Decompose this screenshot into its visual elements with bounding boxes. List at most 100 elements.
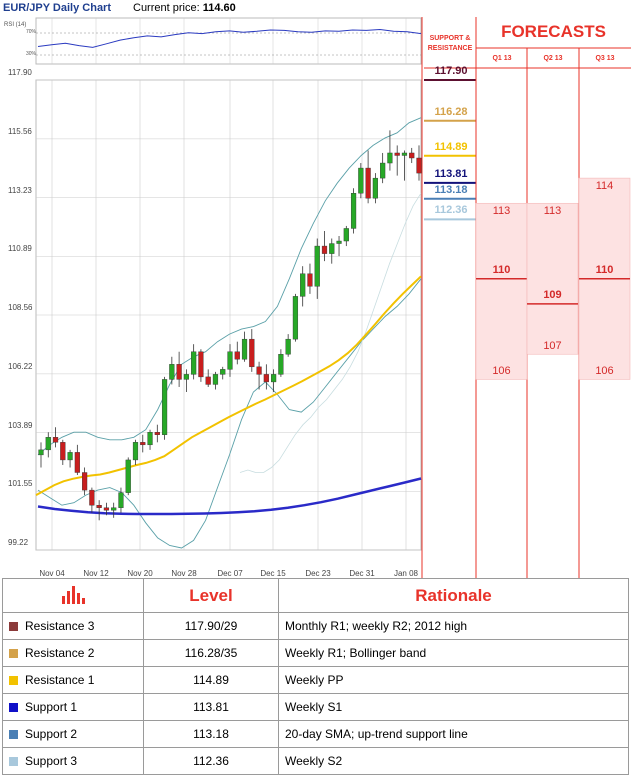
level-name-cell: Support 2 (2, 720, 144, 748)
level-value: 117.90/29 (143, 612, 279, 640)
candle-up (271, 374, 277, 383)
candle-up (241, 338, 248, 360)
forecast-value-low: 106 (492, 365, 511, 378)
forecast-value-high: 113 (543, 205, 562, 218)
x-tick-label: Nov 12 (83, 569, 109, 578)
candle-up (147, 432, 153, 446)
level-rationale: 20-day SMA; up-trend support line (278, 720, 629, 748)
forecast-value-low: 106 (595, 365, 614, 378)
table-row: Support 2 113.18 20-day SMA; up-trend supp… (2, 720, 629, 748)
candle-down (60, 442, 66, 461)
level-name: Support 1 (25, 700, 78, 714)
level-name: Support 2 (25, 727, 78, 741)
level-name-cell: Resistance 2 (2, 639, 144, 667)
support-resistance-title: SUPPORT & RESISTANCE (427, 35, 473, 52)
forecast-value-mid: 110 (595, 263, 614, 276)
bollinger-upper-band (37, 117, 422, 456)
bar-chart-icon (62, 586, 85, 604)
sr-level-label: 112.36 (434, 204, 468, 217)
candle-down (409, 152, 415, 159)
candle-down (205, 376, 211, 385)
sr-level-label: 116.28 (434, 105, 468, 118)
candle-up (161, 379, 168, 435)
x-tick-label: Dec 23 (305, 569, 331, 578)
level-swatch (9, 703, 18, 713)
level-name-cell: Resistance 3 (2, 612, 144, 640)
candle-up (314, 245, 320, 287)
forecast-range (475, 202, 528, 380)
candle-down (256, 366, 262, 375)
level-swatch (9, 757, 18, 767)
forecasts-title: FORECASTS (501, 22, 606, 41)
candle-down (140, 442, 146, 446)
level-name-cell: Support 3 (2, 747, 144, 775)
sr-level-label: 113.81 (434, 167, 468, 180)
forecast-range (526, 202, 579, 355)
level-value: 114.89 (143, 666, 279, 694)
rsi-frame (35, 17, 422, 65)
current-price: Current price: 114.60 (133, 2, 236, 14)
level-rationale: Weekly S1 (278, 693, 629, 721)
table-row: Resistance 3 117.90/29 Monthly R1; weekly … (2, 612, 629, 640)
level-name: Resistance 2 (25, 646, 95, 660)
forecast-value-low: 107 (543, 340, 562, 353)
sr-level-label: 114.89 (434, 140, 468, 153)
level-swatch (9, 622, 18, 632)
candle-up (227, 351, 233, 370)
rsi-label: RSI (14) (4, 22, 27, 28)
y-tick-label: 117.90 (8, 68, 32, 77)
candle-down (89, 489, 95, 506)
level-name-cell: Resistance 1 (2, 666, 144, 694)
candle-up (285, 338, 291, 355)
table-row: Support 1 113.81 Weekly S1 (2, 693, 629, 721)
chart-header: EUR/JPY Daily Chart Current price: 114.6… (0, 0, 422, 16)
table-row: Resistance 2 116.28/35 Weekly R1; Bollinge… (2, 639, 629, 667)
candle-up (278, 354, 284, 375)
levels-table: Level Rationale Resistance 3 117.90/29 Mon… (2, 578, 629, 775)
candle-up (292, 296, 299, 340)
forecast-value-high: 113 (492, 205, 511, 218)
level-rationale: Weekly PP (278, 666, 629, 694)
level-swatch (9, 676, 18, 686)
y-tick-label: 99.22 (8, 538, 29, 547)
rsi-lower-label: 30% (26, 51, 37, 57)
candle-down (416, 157, 422, 174)
levels-table-header: Level Rationale (2, 578, 629, 613)
candle-up (329, 243, 335, 254)
level-name: Resistance 3 (25, 619, 95, 633)
rationale-header: Rationale (278, 578, 629, 613)
candle-up (67, 452, 73, 461)
level-rationale: Monthly R1; weekly R2; 2012 high (278, 612, 629, 640)
rsi-line (37, 28, 422, 48)
x-tick-label: Dec 31 (349, 569, 375, 578)
x-tick-label: Jan 08 (393, 569, 419, 578)
level-value: 112.36 (143, 747, 279, 775)
forecast-q2-label: Q2 13 (543, 55, 563, 62)
forecast-value-mid: 109 (543, 288, 562, 301)
y-tick-label: 110.89 (8, 244, 32, 254)
candle-up (169, 364, 175, 380)
rsi-upper-label: 70% (26, 29, 37, 35)
y-tick-label: 108.56 (8, 303, 33, 312)
candle-up (380, 162, 386, 179)
level-value: 113.81 (143, 693, 279, 721)
candle-up (358, 167, 364, 194)
candle-up (125, 459, 131, 493)
candle-down (103, 507, 110, 511)
sma-slow-line (37, 477, 422, 516)
sr-level-label: 117.90 (434, 65, 468, 77)
level-swatch (9, 730, 18, 740)
candle-down (82, 472, 88, 491)
forecast-q3-label: Q3 13 (595, 55, 615, 62)
table-row: Resistance 1 114.89 Weekly PP (2, 666, 629, 694)
candle-up (118, 492, 124, 508)
candle-down (263, 374, 269, 383)
x-tick-label: Nov 28 (171, 569, 197, 578)
forecast-q1-label: Q1 13 (492, 55, 512, 62)
current-price-value: 114.60 (202, 2, 236, 14)
candle-down (176, 364, 182, 380)
bollinger-lower-band (37, 278, 422, 549)
current-price-label: Current price: (133, 2, 200, 14)
candle-up (300, 273, 306, 297)
sr-level-label: 113.18 (434, 183, 468, 196)
